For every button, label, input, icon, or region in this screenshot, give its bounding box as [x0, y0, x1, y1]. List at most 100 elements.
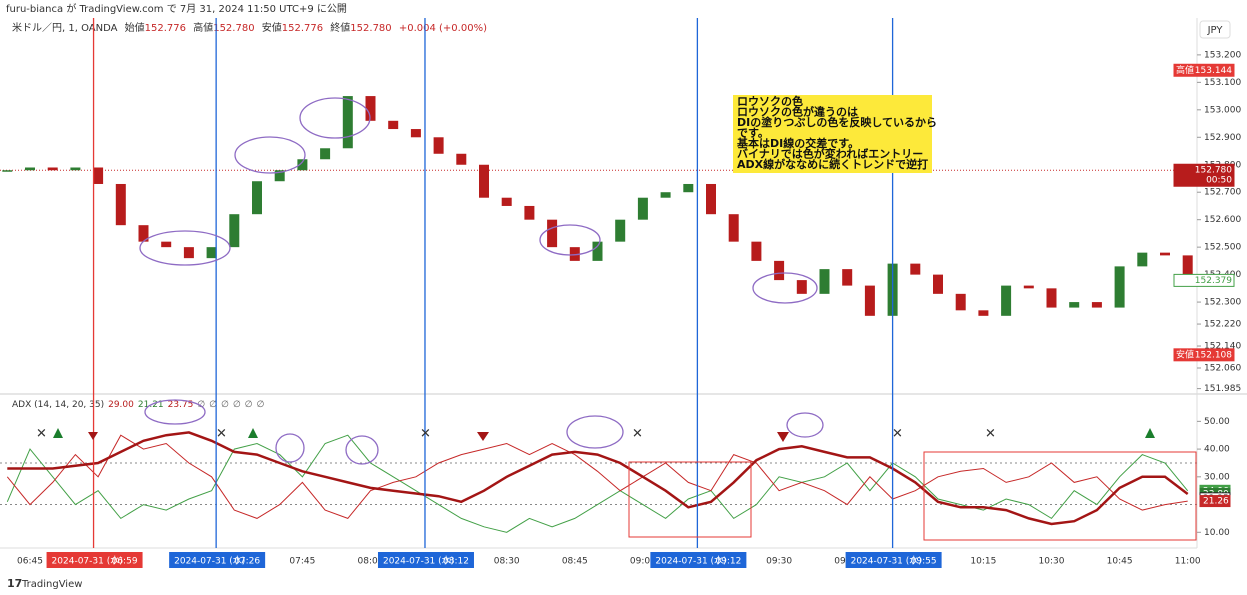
currency: JPY	[1207, 25, 1224, 36]
change: +0.004 (+0.00%)	[399, 23, 487, 34]
x-tick-label: 10:45	[1107, 557, 1133, 567]
marker-time: 09:55	[911, 557, 937, 567]
marker-label-box	[377, 552, 474, 568]
y-tick-label: 152.140	[1204, 342, 1241, 352]
candle	[933, 274, 943, 294]
candle	[1091, 302, 1102, 308]
price-badge-name: 安値	[1176, 348, 1194, 360]
last-value-badge	[1199, 495, 1231, 508]
y-tick-label: 152.060	[1204, 364, 1241, 374]
y-tick-label: 10.00	[1204, 528, 1230, 538]
x-tick-label: 08:45	[562, 557, 588, 567]
price-badge	[1173, 348, 1235, 362]
candle	[1182, 255, 1193, 275]
indicator-value: ∅	[197, 400, 205, 410]
symbol-line: 米ドル／円, 1, OANDA 始値152.776 高値152.780 安値15…	[12, 21, 487, 34]
marker-time: 06:59	[112, 557, 138, 567]
x-tick-label: 10:30	[1039, 557, 1065, 567]
marker-date: 2024-07-31 (水)	[383, 555, 454, 567]
y-tick-label: 152.600	[1204, 215, 1241, 225]
ohlc-label: 始値	[125, 21, 145, 34]
candle	[796, 280, 807, 294]
x-tick-label: 08:00	[358, 557, 384, 567]
candle	[547, 219, 558, 248]
candle	[592, 241, 603, 261]
signal-up	[248, 428, 258, 438]
signal-up	[1145, 428, 1155, 438]
marker-date: 2024-07-31 (水)	[174, 555, 245, 567]
candle	[910, 263, 921, 275]
candle	[637, 197, 648, 220]
drawings	[139, 97, 824, 465]
y-tick-label: 152.500	[1204, 243, 1241, 253]
marker-time: 07:26	[234, 557, 260, 567]
candle	[955, 293, 966, 311]
indicator-value: 29.00	[108, 400, 134, 410]
candle	[115, 183, 126, 226]
marker-label-box	[650, 552, 747, 568]
y-tick-label: 153.200	[1204, 50, 1241, 60]
candle	[615, 219, 626, 242]
candle	[728, 214, 739, 242]
candle	[93, 167, 104, 184]
candle	[274, 170, 285, 182]
plot-layer: ADX (14, 14, 20, 35) 29.00 21.21 23.75 ∅ ∅ ∅ ∅ ∅…	[0, 18, 1241, 568]
annotation-line: ロウソクの色	[737, 94, 803, 108]
ohlc-value: 152.780	[213, 23, 254, 34]
indicator-value: ∅	[209, 400, 217, 410]
y-tick-label: 152.300	[1204, 298, 1241, 308]
signal-down	[777, 432, 789, 442]
candle	[388, 120, 399, 130]
candle	[1114, 266, 1125, 308]
signal-down	[477, 432, 489, 441]
marker-label-box	[169, 552, 266, 568]
indicator-value: ∅	[221, 400, 229, 410]
x-tick-label: 06:45	[17, 557, 43, 567]
signal-cross: ✕	[985, 427, 996, 442]
x-tick-label: 07:45	[289, 557, 315, 567]
marker-date: 2024-07-31 (水)	[52, 555, 123, 567]
ohlc-label: 高値	[193, 21, 213, 34]
indicator-line	[6, 434, 1188, 519]
price-badge	[1173, 273, 1235, 287]
signal-cross: ✕	[420, 427, 431, 442]
countdown: 00:50	[1206, 176, 1232, 186]
candle	[683, 183, 694, 193]
indicator-value: ∅	[233, 400, 241, 410]
price-badge-value: 153.144	[1195, 66, 1232, 76]
y-tick-label: 40.00	[1204, 445, 1230, 455]
candle	[342, 96, 353, 149]
signal-down	[88, 432, 98, 440]
signal-cross: ✕	[632, 427, 643, 442]
price-badge-value: 152.780	[1195, 166, 1232, 176]
candle	[206, 247, 217, 259]
marker-label-box	[845, 552, 942, 568]
candle	[320, 148, 331, 160]
candle	[660, 192, 671, 198]
candle	[1001, 285, 1012, 316]
x-tick-label: 09:00	[630, 557, 656, 567]
candle	[1046, 288, 1057, 308]
marker-time: 08:12	[443, 557, 469, 567]
highlight-boxes	[628, 451, 1197, 541]
marker-date: 2024-07-31 (水)	[655, 555, 726, 567]
candle	[183, 247, 194, 259]
candle	[978, 310, 989, 316]
marker-date: 2024-07-31 (水)	[851, 555, 922, 567]
annotation-line: 基本はDI線の交差です。	[736, 136, 859, 150]
candle	[161, 241, 172, 248]
last-value: 21.26	[1203, 497, 1229, 507]
candle	[706, 183, 716, 215]
candle	[1069, 302, 1080, 308]
candle	[410, 129, 421, 138]
signal-up	[53, 428, 63, 438]
annotation-line: DIの塗りつぶしの色を反映しているから	[737, 115, 937, 129]
candle	[252, 181, 262, 215]
annotation-line: ADX線がななめに続くトレンドで逆打	[737, 157, 928, 171]
indicator-line	[6, 434, 1189, 533]
candle	[524, 205, 535, 220]
price-badge-value: 152.108	[1195, 350, 1232, 360]
candle	[501, 197, 512, 206]
signals: ✕ ✕ ✕ ✕ ✕ ✕	[36, 427, 1155, 442]
